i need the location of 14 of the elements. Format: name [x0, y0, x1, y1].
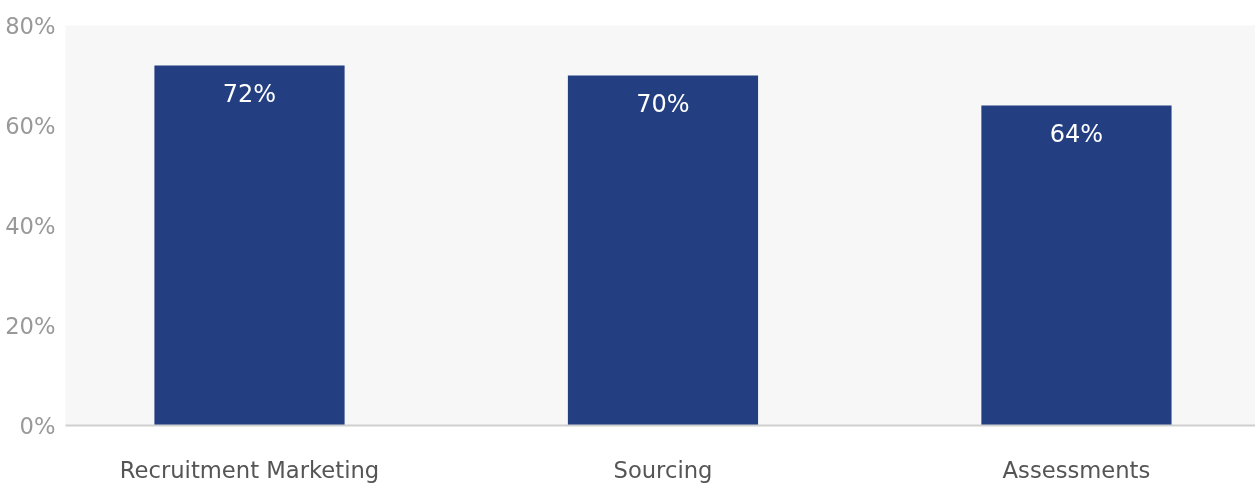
data-label: 64% [1049, 119, 1104, 148]
data-label: 70% [636, 89, 690, 118]
data-label: 72% [222, 79, 277, 108]
y-tick-label: 40% [5, 212, 56, 239]
y-tick-label: 0% [19, 412, 56, 439]
x-tick-label: Assessments [1002, 456, 1151, 483]
x-tick-label: Recruitment Marketing [119, 456, 380, 483]
bar [981, 105, 1172, 426]
x-tick-label: Sourcing [613, 456, 713, 483]
bar [154, 65, 345, 426]
bar [567, 75, 759, 426]
y-tick-label: 20% [5, 312, 56, 339]
y-tick-label: 80% [5, 12, 56, 39]
y-tick-label: 60% [5, 112, 56, 139]
